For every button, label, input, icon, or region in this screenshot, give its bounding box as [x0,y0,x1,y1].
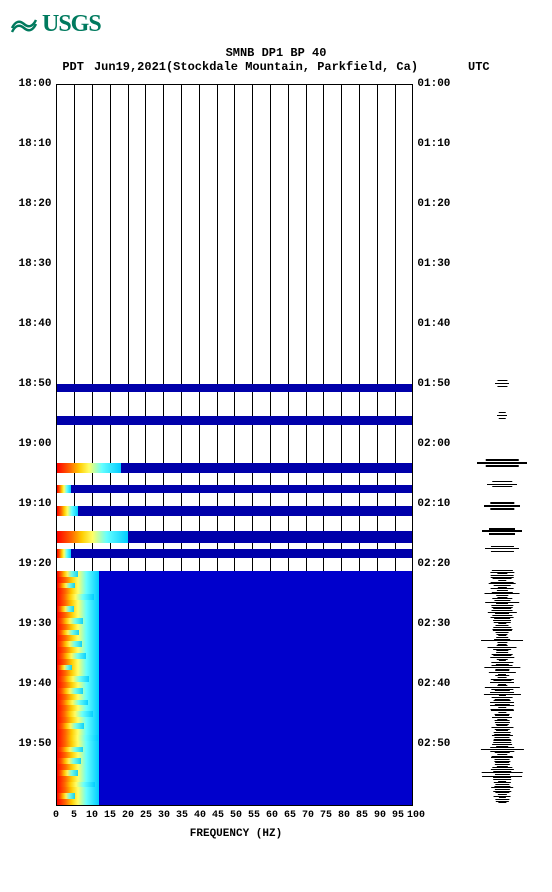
x-tick: 60 [266,810,278,821]
tz-right-label: UTC [468,60,490,74]
seismo-event [486,465,519,467]
seismo-event [497,415,507,416]
spectral-texture [57,641,83,647]
spectral-band [57,549,413,558]
spectral-texture [57,770,79,776]
seismo-event [487,484,517,485]
seismo-event [495,383,509,384]
x-axis-label: FREQUENCY (HZ) [190,828,282,840]
spectral-texture [57,618,83,624]
date-location: Jun19,2021(Stockdale Mountain, Parkfield… [94,60,418,74]
spectral-band [57,506,413,516]
spectral-hot [57,485,71,494]
chart-header: SMNB DP1 BP 40 PDT Jun19,2021(Stockdale … [10,46,542,74]
spectral-texture [57,653,87,659]
spectral-texture [57,793,75,799]
seismo-event [489,528,515,530]
seismo-event [493,481,513,482]
spectral-fill [57,571,413,805]
spectral-texture [57,571,79,577]
usgs-logo: USGS [10,10,542,38]
x-tick: 90 [374,810,386,821]
seismo-event [491,546,513,547]
spectral-hot [57,531,128,543]
seismo-event [499,412,506,413]
x-tick: 95 [392,810,404,821]
spectral-texture [57,594,94,600]
spectral-hot [57,549,71,558]
x-ticks: 0510152025303540455055606570758085909510… [56,810,416,826]
x-tick: 40 [194,810,206,821]
plot-area [56,84,414,806]
x-tick: 75 [320,810,332,821]
x-tick: 0 [53,810,59,821]
spectral-texture [57,676,89,682]
seismo-event [498,386,507,387]
spectral-texture [57,711,93,717]
spectral-texture [57,665,72,671]
spectral-hot [57,506,78,516]
x-tick: 15 [104,810,116,821]
seismo-event [482,530,522,532]
spectral-texture [57,700,89,706]
y-axis-left: 18:0018:1018:2018:3018:4018:5019:0019:10… [10,84,56,804]
spectral-texture [57,782,96,788]
spectral-texture [57,758,82,764]
spectrogram-chart: 18:0018:1018:2018:3018:4018:5019:0019:10… [10,84,542,806]
wave-icon [10,10,38,38]
spectral-texture [57,606,75,612]
x-tick: 20 [122,810,134,821]
spectral-texture [57,723,84,729]
seismo-event [493,486,513,487]
seismo-event [491,508,514,510]
x-tick: 45 [212,810,224,821]
spectral-texture [57,688,84,694]
spectral-hot [57,463,121,473]
x-axis: 0510152025303540455055606570758085909510… [56,810,416,840]
x-tick: 100 [407,810,425,821]
seismo-event [489,533,515,535]
spectral-band [57,485,413,494]
seismo-event [486,459,519,461]
spectral-texture [57,630,79,636]
x-tick: 50 [230,810,242,821]
spectral-band [57,416,413,425]
seismo-event [491,551,513,552]
logo-text: USGS [42,11,101,38]
spectral-texture [57,747,83,753]
seismo-event [485,548,519,549]
seismo-event [498,380,507,381]
seismogram-column [463,84,542,804]
chart-title: SMNB DP1 BP 40 [10,46,542,60]
x-tick: 85 [356,810,368,821]
spectral-band [57,384,413,393]
tz-left-label: PDT [62,60,84,74]
spectral-texture [57,735,99,741]
seismo-trace [499,802,506,803]
x-tick: 25 [140,810,152,821]
x-tick: 35 [176,810,188,821]
spectral-texture [57,583,75,589]
y-axis-right: 01:0001:1001:2001:3001:4001:5002:0002:10… [413,84,459,804]
seismo-event [484,505,520,507]
x-tick: 70 [302,810,314,821]
x-tick: 30 [158,810,170,821]
seismo-event [477,462,527,464]
x-tick: 5 [71,810,77,821]
seismo-event [491,502,514,504]
x-tick: 10 [86,810,98,821]
x-tick: 55 [248,810,260,821]
seismo-event [499,418,506,419]
x-tick: 65 [284,810,296,821]
x-tick: 80 [338,810,350,821]
